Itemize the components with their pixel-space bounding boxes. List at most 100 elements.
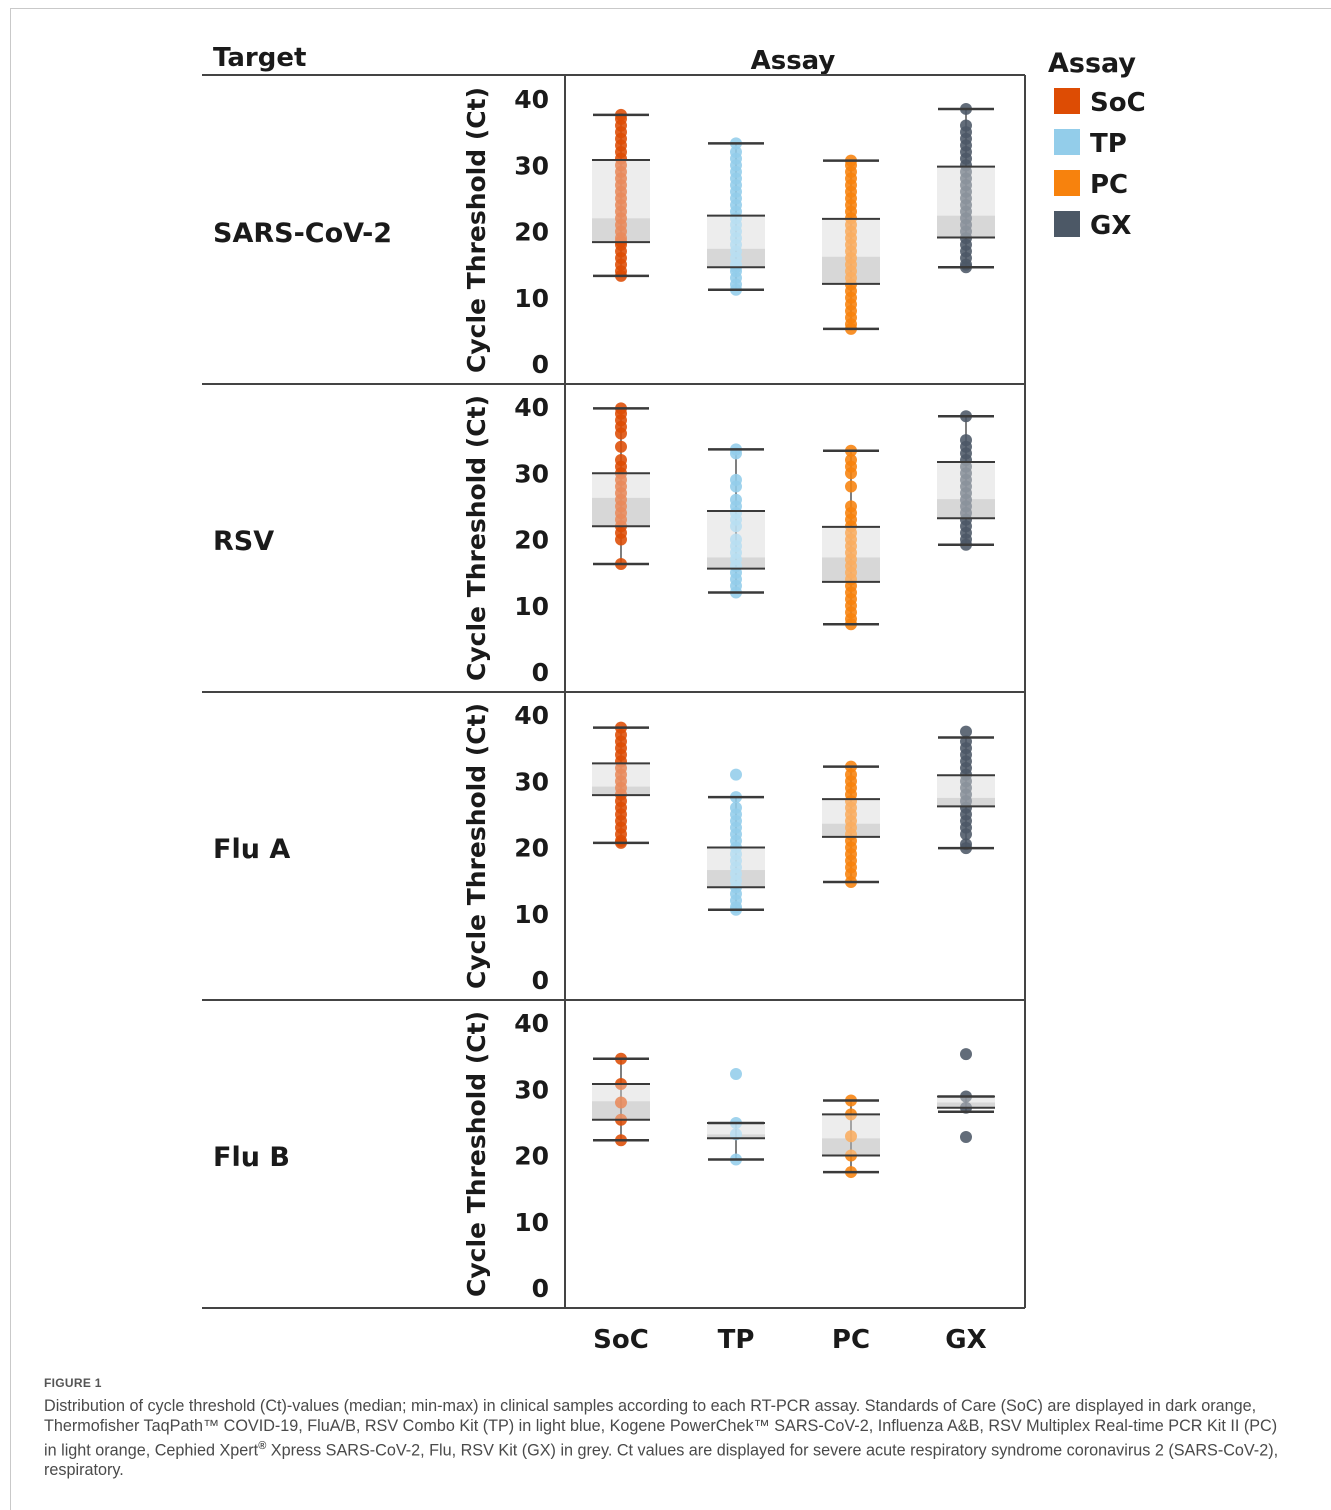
- y-tick-label: 20: [514, 834, 549, 863]
- box-overlay: [592, 159, 650, 243]
- panel-rsv: RSV Cycle Threshold (Ct) 0 10 20 30 40: [213, 393, 995, 687]
- y-tick-label: 40: [514, 1009, 549, 1038]
- figure-caption: FIGURE 1 Distribution of cycle threshold…: [44, 1376, 1289, 1480]
- table-grid: [202, 74, 1026, 1309]
- x-tick-label: SoC: [593, 1325, 649, 1355]
- box-overlay: [937, 166, 995, 238]
- y-tick-label: 0: [532, 658, 549, 687]
- data-point: [845, 454, 857, 466]
- box-overlay: [937, 461, 995, 519]
- y-tick-label: 20: [514, 526, 549, 555]
- series-pc: [822, 444, 880, 631]
- legend-title: Assay: [1048, 48, 1136, 79]
- y-tick-label: 30: [514, 1075, 549, 1104]
- data-point: [730, 533, 742, 546]
- target-label: Flu A: [213, 834, 290, 865]
- target-label: RSV: [213, 526, 274, 557]
- x-tick-label: PC: [832, 1325, 870, 1355]
- legend-label-tp: TP: [1090, 129, 1127, 159]
- data-point: [845, 1130, 857, 1143]
- x-tick-label: TP: [718, 1325, 755, 1355]
- y-tick-label: 40: [514, 393, 549, 422]
- box-overlay: [707, 511, 765, 569]
- y-tick-label: 10: [514, 1208, 549, 1237]
- y-tick-label: 0: [532, 1274, 549, 1303]
- box-overlay: [707, 1123, 765, 1139]
- legend-label-gx: GX: [1090, 211, 1131, 241]
- legend-swatch-gx: [1054, 211, 1080, 237]
- header-target: Target: [213, 43, 306, 73]
- caption-text-after: Xpress SARS-CoV-2, Flu, RSV Kit (GX) in …: [44, 1441, 1279, 1480]
- y-tick-label: 40: [514, 85, 549, 114]
- legend-label-soc: SoC: [1090, 88, 1146, 118]
- data-point: [730, 493, 742, 506]
- y-tick-label: 10: [514, 284, 549, 313]
- y-tick-label: 0: [532, 966, 549, 995]
- series-soc: [592, 721, 650, 849]
- series-gx: [937, 725, 995, 855]
- y-tick-label: 30: [514, 767, 549, 796]
- legend-label-pc: PC: [1090, 170, 1128, 200]
- box-overlay: [822, 526, 880, 582]
- box-overlay: [822, 1114, 880, 1156]
- data-point: [845, 500, 857, 513]
- data-point: [730, 146, 742, 158]
- box-overlay: [592, 1083, 650, 1120]
- panel-sars-cov-2: SARS-CoV-2 Cycle Threshold (Ct) 0 10 20 30 40: [213, 85, 995, 379]
- box-overlay: [592, 763, 650, 796]
- box-overlay: [822, 218, 880, 284]
- box-overlay: [937, 1096, 995, 1108]
- data-point: [845, 480, 857, 493]
- y-axis-label: Cycle Threshold (Ct): [462, 87, 491, 373]
- registered-mark: ®: [258, 1440, 267, 1452]
- legend-swatch-tp: [1054, 129, 1080, 155]
- y-tick-label: 20: [514, 218, 549, 247]
- data-point: [960, 119, 972, 132]
- series-gx: [937, 102, 995, 274]
- series-pc: [822, 760, 880, 888]
- caption-text: Distribution of cycle threshold (Ct)-val…: [44, 1396, 1289, 1480]
- data-point: [730, 768, 742, 781]
- series-soc: [592, 402, 650, 571]
- data-point: [615, 1096, 627, 1109]
- y-axis-label: Cycle Threshold (Ct): [462, 1011, 491, 1297]
- data-point: [615, 440, 627, 453]
- series-tp: [707, 768, 765, 916]
- legend: Assay SoC TP PC GX: [1048, 48, 1146, 241]
- legend-swatch-soc: [1054, 88, 1080, 114]
- y-axis-label: Cycle Threshold (Ct): [462, 703, 491, 989]
- data-point: [730, 801, 742, 814]
- y-tick-label: 30: [514, 459, 549, 488]
- series-soc: [592, 1052, 650, 1147]
- panel-flu-b: Flu B Cycle Threshold (Ct) 0 10 20 30 40: [213, 1009, 995, 1303]
- panel-flu-a: Flu A Cycle Threshold (Ct) 0 10 20 30 40: [213, 701, 995, 995]
- series-tp: [707, 1068, 765, 1166]
- y-tick-label: 10: [514, 592, 549, 621]
- series-soc: [592, 108, 650, 282]
- caption-label: FIGURE 1: [44, 1376, 102, 1390]
- series-pc: [822, 1094, 880, 1179]
- series-pc: [822, 154, 880, 335]
- target-label: SARS-CoV-2: [213, 218, 392, 249]
- chart: Target Assay SARS-CoV-2 Cycle Threshold (Ct…: [202, 43, 1146, 1355]
- legend-swatch-pc: [1054, 170, 1080, 196]
- caption-text-before: Distribution of cycle threshold (Ct)-val…: [44, 1397, 1278, 1460]
- data-point: [730, 1068, 742, 1081]
- data-point: [960, 434, 972, 447]
- series-tp: [707, 443, 765, 599]
- data-point: [615, 454, 627, 466]
- y-tick-label: 40: [514, 701, 549, 730]
- y-tick-label: 10: [514, 900, 549, 929]
- data-point: [960, 1130, 972, 1143]
- target-label: Flu B: [213, 1142, 290, 1173]
- box-overlay: [937, 775, 995, 807]
- series-tp: [707, 137, 765, 296]
- box-overlay: [592, 473, 650, 527]
- data-point: [960, 725, 972, 738]
- series-gx: [937, 410, 995, 551]
- series-gx: [937, 1048, 995, 1143]
- y-axis-label: Cycle Threshold (Ct): [462, 395, 491, 681]
- x-tick-label: GX: [945, 1325, 986, 1355]
- figure-frame: [10, 8, 1331, 1510]
- box-overlay: [707, 215, 765, 268]
